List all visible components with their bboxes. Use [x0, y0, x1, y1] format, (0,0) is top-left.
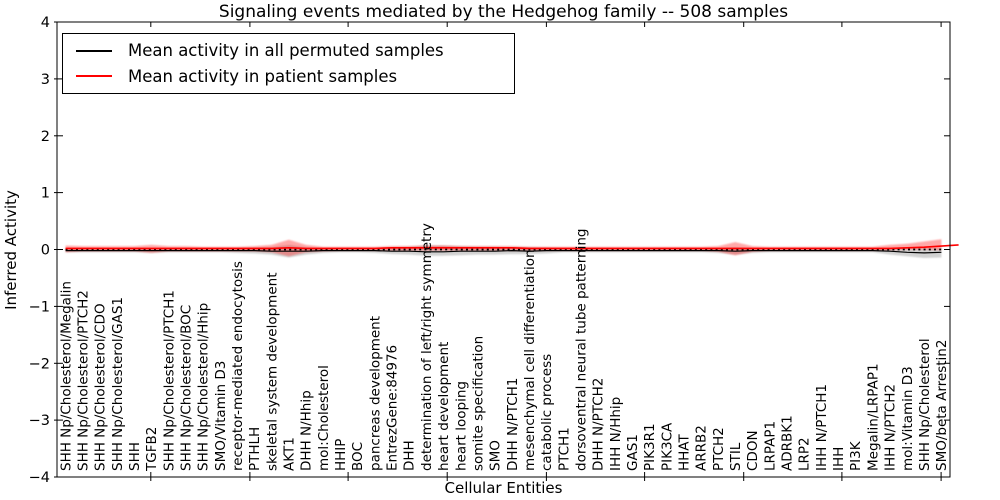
- series-line: [65, 244, 959, 250]
- x-category-label: IHH N/Hhip: [608, 397, 624, 471]
- x-category-label: PTCH2: [711, 427, 727, 471]
- y-tick-label: 2: [41, 129, 50, 145]
- x-category-label: SMO: [488, 440, 504, 471]
- x-category-label: LRP2: [797, 437, 813, 471]
- chart-title: Signaling events mediated by the Hedgeho…: [218, 2, 789, 22]
- x-category-label: SHH Np/Cholesterol/CDO: [93, 303, 109, 471]
- x-category-label: AKT1: [282, 437, 298, 471]
- legend: Mean activity in all permuted samples Me…: [62, 33, 515, 94]
- x-category-label: somite specification: [470, 336, 486, 471]
- x-category-label: EntrezGene:84976: [385, 345, 401, 471]
- x-category-label: IHH N/PTCH1: [814, 384, 830, 471]
- x-category-label: SHH Np/Cholesterol: [917, 338, 933, 471]
- legend-label-permuted: Mean activity in all permuted samples: [128, 41, 444, 61]
- y-tick-label: 4: [41, 15, 50, 31]
- legend-item-permuted: Mean activity in all permuted samples: [76, 38, 514, 64]
- y-tick-label: 1: [41, 186, 50, 202]
- x-category-label: SHH Np/Cholesterol/BOC: [179, 305, 195, 471]
- x-category-label: SHH Np/Cholesterol/Megalin: [58, 281, 74, 471]
- y-tick-labels: 4 3 2 1 0 −1 −2 −3 −4: [29, 15, 50, 486]
- y-tick-label: 3: [41, 72, 50, 88]
- x-category-label: mesenchymal cell differentiation: [522, 249, 538, 471]
- y-tick-label: −4: [29, 470, 50, 486]
- series-lines: [65, 244, 959, 254]
- x-category-label: DHH N/Hhip: [299, 390, 315, 471]
- x-category-label: IHH: [831, 447, 847, 471]
- x-category-label: SHH Np/Cholesterol/GAS1: [110, 297, 126, 471]
- y-tick-label: −1: [29, 299, 50, 315]
- x-category-label: receptor-mediated endocytosis: [230, 261, 246, 471]
- legend-line-patient-icon: [76, 75, 112, 78]
- x-category-label: SHH: [127, 442, 143, 471]
- x-category-label: HHIP: [333, 439, 349, 471]
- x-category-label: catabolic process: [539, 354, 555, 471]
- x-category-label: Megalin/LRPAP1: [865, 363, 881, 471]
- x-category-label: pancreas development: [367, 316, 383, 471]
- x-category-label: LRPAP1: [762, 421, 778, 471]
- x-category-label: SHH Np/Cholesterol/PTCH1: [161, 290, 177, 471]
- x-category-label: ARRB2: [694, 425, 710, 471]
- x-category-label: PIK3R1: [642, 423, 658, 471]
- x-category-label: BOC: [350, 442, 366, 471]
- x-category-label: heart development: [436, 342, 452, 471]
- x-category-label: ADRBK1: [780, 415, 796, 471]
- x-category-label: SMO/beta Arrestin2: [934, 340, 950, 471]
- x-category-label: PTCH1: [556, 427, 572, 471]
- x-category-label: SHH Np/Cholesterol/Hhip: [196, 303, 212, 471]
- x-category-label: skeletal system development: [264, 273, 280, 472]
- legend-label-patient: Mean activity in patient samples: [128, 66, 398, 86]
- x-category-label: dorsoventral neural tube patterning: [574, 229, 590, 471]
- x-category-label: PTHLH: [247, 427, 263, 471]
- x-category-label: SMO/Vitamin D3: [213, 361, 229, 471]
- x-category-label: DHH: [402, 440, 418, 471]
- x-category-labels: SHH Np/Cholesterol/Megalin SHH Np/Cholest…: [58, 223, 950, 472]
- x-axis-label: Cellular Entities: [444, 479, 563, 497]
- x-category-label: CDON: [745, 430, 761, 471]
- x-category-label: DHH N/PTCH2: [591, 378, 607, 471]
- x-ticks: [150, 22, 942, 481]
- legend-item-patient: Mean activity in patient samples: [76, 64, 514, 90]
- x-category-label: PI3K: [848, 440, 864, 471]
- y-axis-label: Inferred Activity: [2, 190, 20, 310]
- legend-line-permuted-icon: [76, 49, 112, 52]
- x-category-label: TGFB2: [144, 427, 160, 472]
- y-tick-label: 0: [41, 243, 50, 259]
- x-category-label: SHH Np/Cholesterol/PTCH2: [76, 290, 92, 471]
- x-category-label: DHH N/PTCH1: [505, 378, 521, 471]
- x-category-label: determination of left/right symmetry: [419, 223, 435, 471]
- x-category-label: heart looping: [453, 381, 469, 471]
- x-category-label: PIK3CA: [659, 422, 675, 471]
- x-category-label: HHAT: [677, 434, 693, 471]
- y-tick-label: −2: [29, 356, 50, 372]
- x-category-label: STIL: [728, 442, 744, 471]
- x-category-label: mol:Vitamin D3: [900, 366, 916, 471]
- x-category-label: GAS1: [625, 434, 641, 471]
- series-line: [65, 249, 942, 254]
- x-category-label: IHH N/PTCH2: [883, 384, 899, 471]
- y-tick-label: −3: [29, 413, 50, 429]
- x-category-label: mol:Cholesterol: [316, 365, 332, 471]
